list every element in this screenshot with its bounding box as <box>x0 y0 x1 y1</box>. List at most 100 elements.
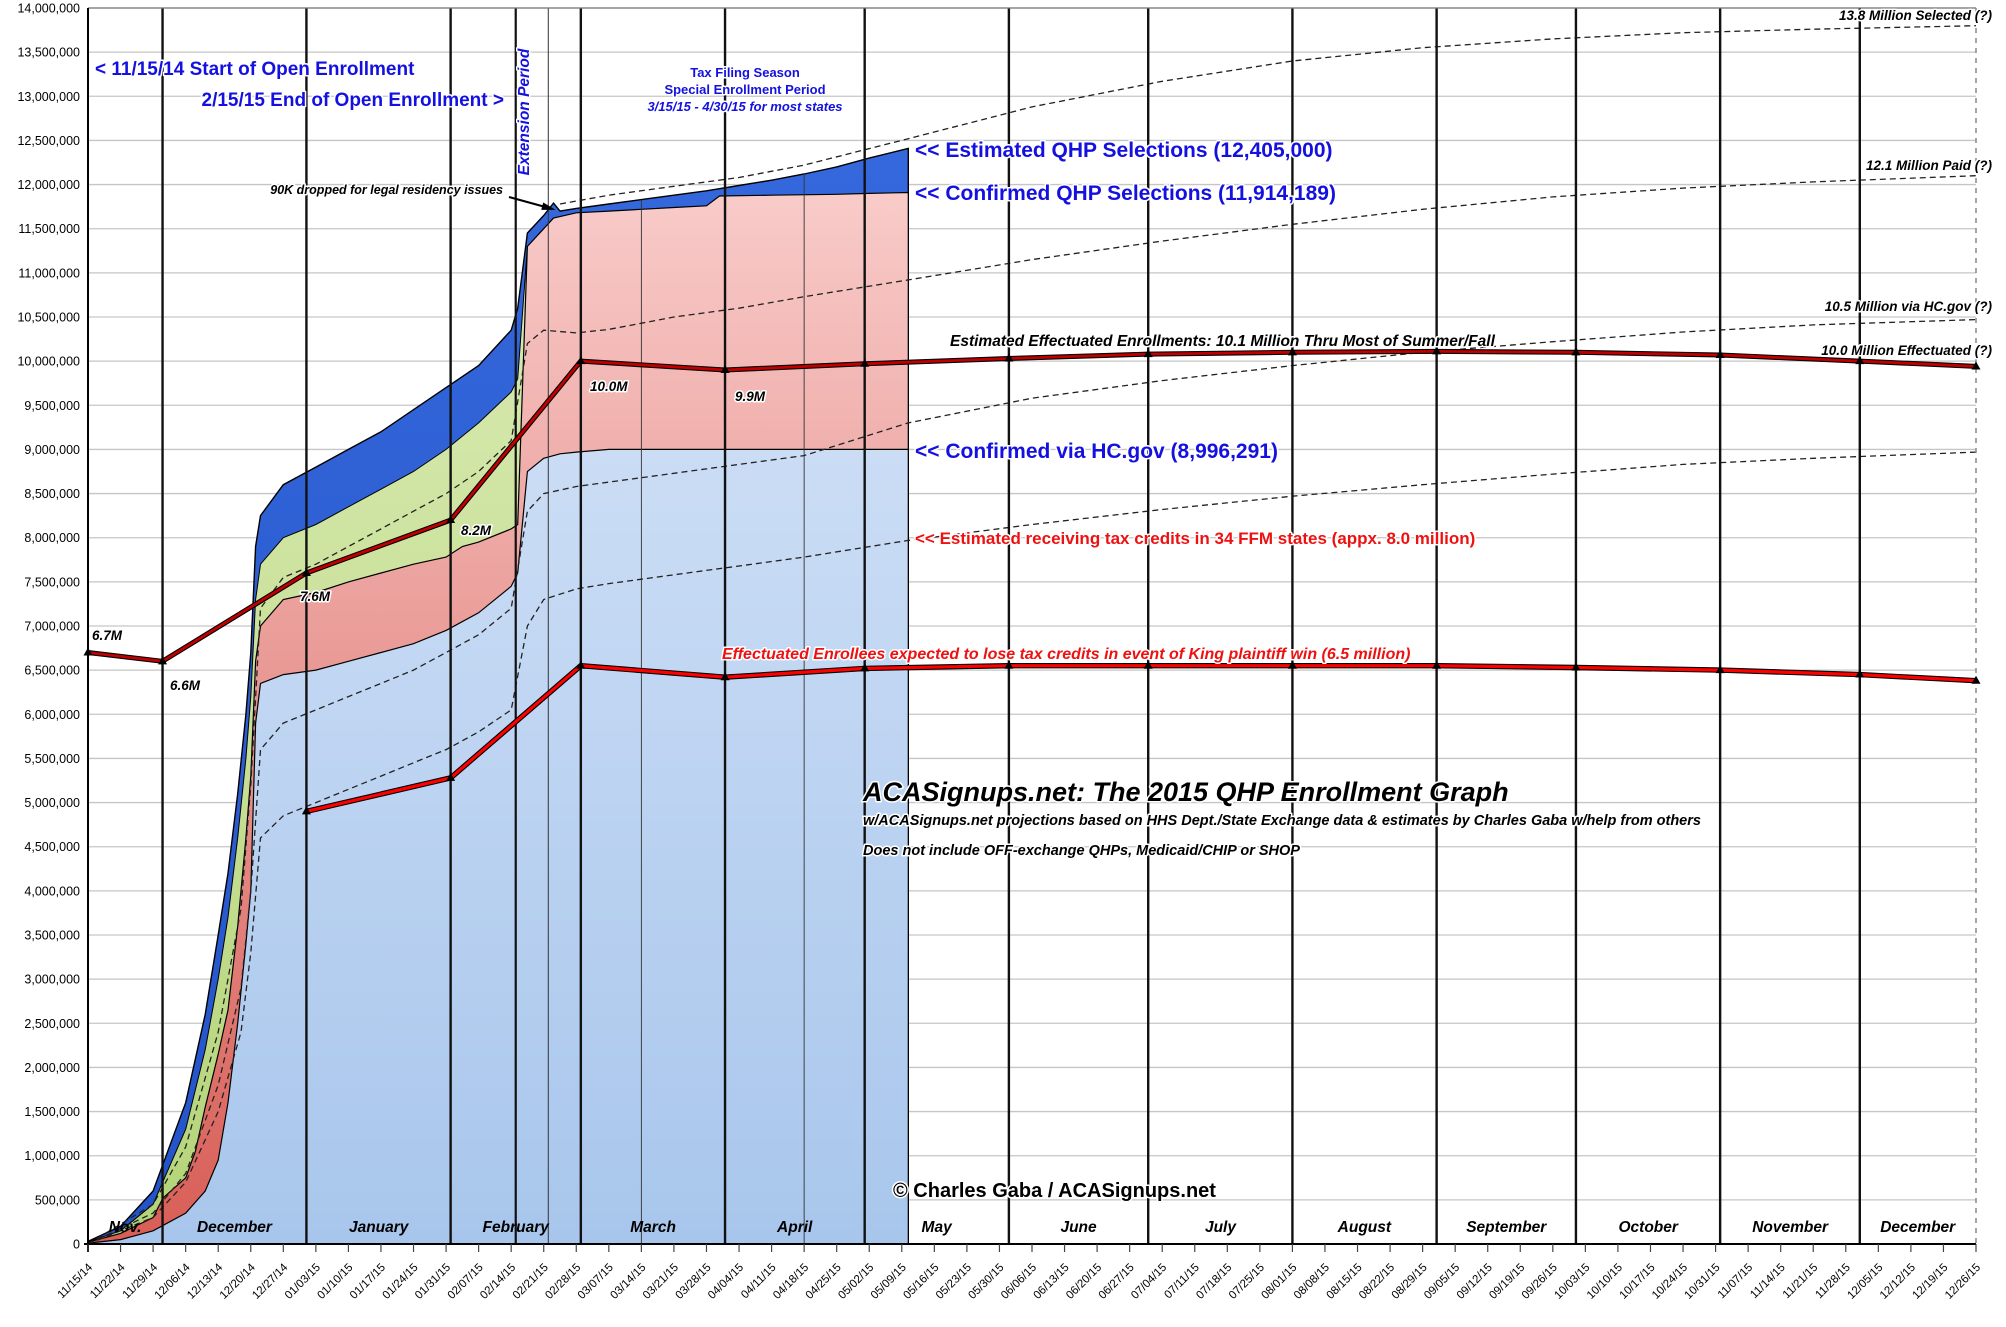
y-tick-label: 3,500,000 <box>24 929 80 943</box>
king-plaintiff-line-marker <box>1432 660 1442 669</box>
proj-selected-label: 13.8 Million Selected (?) <box>1839 8 1993 23</box>
effectuated-line-marker <box>720 364 730 373</box>
effectuated-line-marker <box>301 568 311 577</box>
y-tick-label: 7,000,000 <box>24 620 80 634</box>
y-tick-label: 1,000,000 <box>24 1149 80 1163</box>
effectuated-line-marker <box>1004 353 1014 362</box>
chart-disclaimer: Does not include OFF-exchange QHPs, Medi… <box>863 843 1300 859</box>
effectuated-line-marker <box>1432 346 1442 355</box>
y-tick-label: 11,500,000 <box>18 222 80 236</box>
y-tick-label: 13,500,000 <box>17 46 80 60</box>
line-value-label: 10.0M <box>590 379 628 394</box>
y-tick-label: 4,500,000 <box>24 840 80 854</box>
month-label: May <box>922 1219 954 1236</box>
month-label: December <box>1880 1219 1956 1236</box>
y-tick-label: 0 <box>73 1238 80 1252</box>
y-tick-label: 6,000,000 <box>24 708 80 722</box>
month-label: April <box>776 1219 813 1236</box>
month-label: February <box>483 1219 551 1236</box>
king-plaintiff-line-marker <box>860 663 870 672</box>
effectuated-line-marker <box>446 515 456 524</box>
vertical-lines <box>84 7 1977 1252</box>
effectuated-line-marker <box>1287 347 1297 356</box>
estimated-qhp-label: << Estimated QHP Selections (12,405,000) <box>915 139 1333 162</box>
month-label: September <box>1466 1219 1547 1236</box>
effectuated-line-marker <box>1855 356 1865 365</box>
y-tick-label: 2,500,000 <box>24 1017 80 1031</box>
y-tick-label: 4,000,000 <box>24 884 80 898</box>
y-tick-label: 3,000,000 <box>24 973 80 987</box>
king-plaintiff-line-marker <box>446 772 456 781</box>
king-plaintiff-line-marker <box>576 660 586 669</box>
king-plaintiff-line-marker <box>1855 669 1865 678</box>
king-plaintiff-line-marker <box>1287 660 1297 669</box>
month-label: October <box>1618 1219 1678 1236</box>
month-label: December <box>197 1219 273 1236</box>
y-tick-label: 14,000,000 <box>17 2 80 16</box>
king-plaintiff-line-marker <box>1715 665 1725 674</box>
y-tick-label: 6,500,000 <box>24 664 80 678</box>
confirmed-qhp-label: << Confirmed QHP Selections (11,914,189) <box>915 182 1336 205</box>
projection-lines <box>87 25 1977 1245</box>
y-tick-label: 12,000,000 <box>17 178 80 192</box>
y-tick-label: 500,000 <box>35 1193 80 1207</box>
king-plaintiff-line-marker <box>1004 660 1014 669</box>
y-tick-label: 9,500,000 <box>24 399 80 413</box>
y-tick-label: 8,500,000 <box>24 487 80 501</box>
y-tick-label: 1,500,000 <box>24 1105 80 1119</box>
month-label: June <box>1060 1219 1097 1236</box>
arrow-head <box>541 202 556 210</box>
proj-effectuated-label: 10.0 Million Effectuated (?) <box>1821 343 1992 358</box>
month-label: Nov. <box>109 1219 142 1236</box>
y-tick-label: 11,000,000 <box>18 266 80 280</box>
effectuated-note: Estimated Effectuated Enrollments: 10.1 … <box>950 333 1496 350</box>
month-label: November <box>1752 1219 1829 1236</box>
effectuated-line-marker <box>158 656 168 665</box>
y-tick-label: 5,500,000 <box>24 752 80 766</box>
start-open-enrollment: < 11/15/14 Start of Open Enrollment <box>95 59 415 80</box>
chart-title: ACASignups.net: The 2015 QHP Enrollment … <box>862 777 1509 807</box>
extension-period: Extension Period <box>516 48 533 175</box>
effectuated-line-marker <box>860 358 870 367</box>
annotations: < 11/15/14 Start of Open Enrollment 2/15/… <box>94 7 1995 1204</box>
tax-season-line2: Special Enrollment Period <box>664 82 825 97</box>
king-note: Effectuated Enrollees expected to lose t… <box>722 646 1410 663</box>
tax-season-line3: 3/15/15 - 4/30/15 for most states <box>647 99 842 114</box>
y-axis-labels: 0 500,000 1,000,000 1,500,000 2,000,000 2,500… <box>17 2 80 1252</box>
tax-credits-label: << Estimated receiving tax credits in 34… <box>915 529 1475 548</box>
y-tick-label: 5,000,000 <box>24 796 80 810</box>
dropped-note: 90K dropped for legal residency issues <box>270 183 503 197</box>
line-value-label: 9.9M <box>735 389 766 404</box>
proj-paid-label: 12.1 Million Paid (?) <box>1866 158 1993 173</box>
king-plaintiff-line-marker <box>1571 662 1581 671</box>
line-value-label: 6.7M <box>92 628 123 643</box>
proj-hcgov-label: 10.5 Million via HC.gov (?) <box>1825 299 1993 314</box>
effectuated-line-marker <box>1143 349 1153 358</box>
line-value-label: 7.6M <box>300 589 331 604</box>
month-label: August <box>1337 1219 1392 1236</box>
projection-paid <box>87 175 1977 1245</box>
king-plaintiff-line-marker <box>720 672 730 681</box>
end-open-enrollment: 2/15/15 End of Open Enrollment > <box>202 90 505 111</box>
y-tick-label: 9,000,000 <box>24 443 80 457</box>
y-tick-label: 8,000,000 <box>24 531 80 545</box>
y-tick-label: 10,500,000 <box>17 311 80 325</box>
chart-copyright: © Charles Gaba / ACASignups.net <box>893 1180 1216 1202</box>
y-tick-label: 12,500,000 <box>17 134 80 148</box>
hcgov-label: << Confirmed via HC.gov (8,996,291) <box>915 440 1278 463</box>
king-plaintiff-line-marker <box>1971 675 1981 684</box>
dropped-arrow <box>508 196 556 210</box>
y-tick-label: 7,500,000 <box>24 575 80 589</box>
effectuated-line-marker <box>1971 361 1981 370</box>
effectuated-line-marker <box>576 356 586 365</box>
effectuated-line-marker <box>1715 349 1725 358</box>
y-tick-label: 13,000,000 <box>17 90 80 104</box>
chart-subtitle: w/ACASignups.net projections based on HH… <box>863 813 1701 829</box>
line-value-label: 6.6M <box>170 678 201 693</box>
king-plaintiff-line-marker <box>301 806 311 815</box>
data-lines: 6.7M 6.6M 7.6M 8.2M 10.0M 9.9M <box>83 346 1981 815</box>
y-tick-label: 2,000,000 <box>24 1061 80 1075</box>
month-label: March <box>630 1219 676 1236</box>
